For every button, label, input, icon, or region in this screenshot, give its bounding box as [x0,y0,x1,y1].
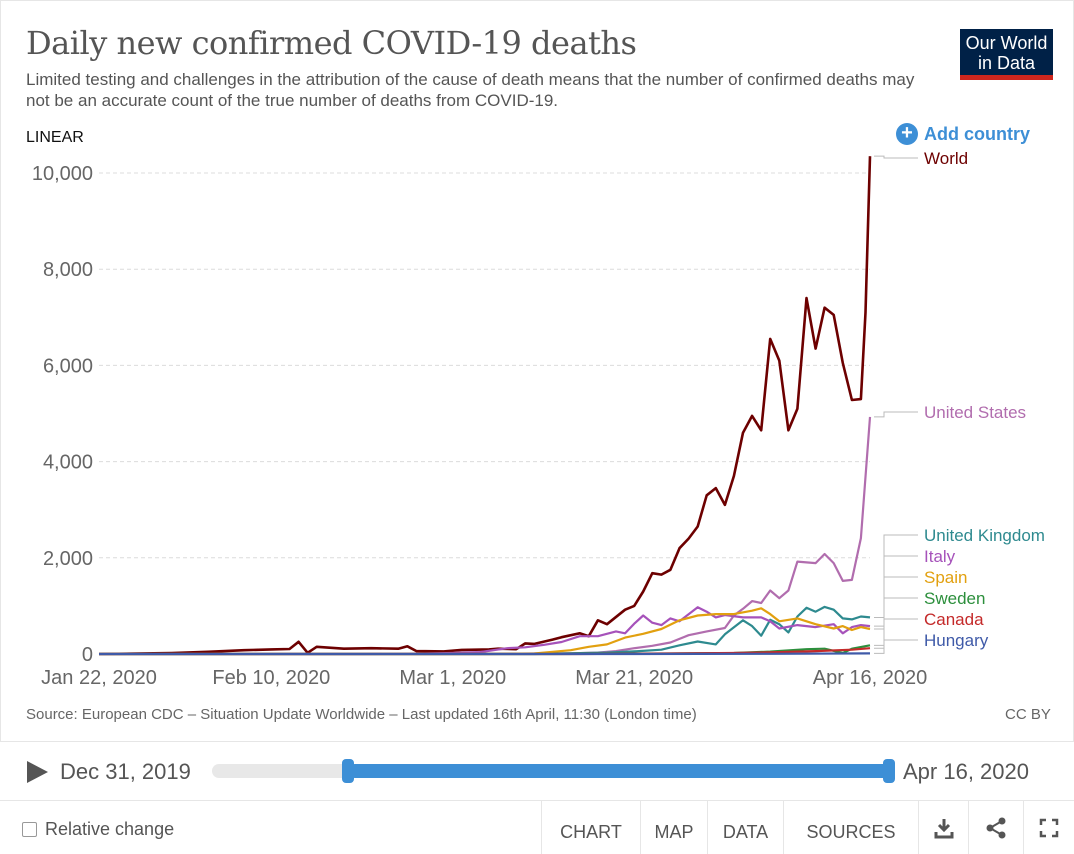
fullscreen-icon [1039,818,1059,837]
series-lines [98,156,872,656]
download-button[interactable] [918,801,968,854]
series-label: Sweden [924,589,985,608]
chart-footer: Relative change CHART MAP DATA SOURCES [0,801,1074,854]
label-connector [874,597,918,646]
x-tick-label: Mar 21, 2020 [575,667,693,689]
tab-sources[interactable]: SOURCES [783,801,918,854]
chart-grid [99,172,870,655]
scale-toggle[interactable]: LINEAR [26,129,84,146]
checkbox-icon [22,822,37,837]
series-labels: World United States United Kingdom Italy Spa… [874,149,1045,654]
timeline-bar: Dec 31, 2019 Apr 16, 2020 [0,741,1074,801]
fullscreen-button[interactable] [1023,801,1074,854]
label-connector [874,411,918,418]
label-connector [874,639,918,654]
tab-map[interactable]: MAP [640,801,707,854]
relative-change-label: Relative change [45,819,175,839]
label-connector [874,618,918,649]
series-label: World [924,149,968,168]
timeline-end-handle[interactable] [883,759,895,783]
chart-title: Daily new confirmed COVID-19 deaths [26,24,637,62]
x-tick-label: Mar 1, 2020 [399,667,506,689]
series-label: Spain [924,568,967,587]
license-link[interactable]: CC BY [1005,706,1051,723]
label-connector [874,155,918,159]
line-chart: 0 2,000 4,000 6,000 8,000 10,000 Jan 22, 2020… [32,149,1045,689]
y-tick-label: 8,000 [43,259,93,281]
share-icon [986,817,1006,838]
logo-accent-bar [960,75,1053,80]
x-tick-label: Jan 22, 2020 [41,667,157,689]
series-label: Italy [924,547,956,566]
series-line-united-kingdom [99,605,871,656]
series-line-world [98,156,872,656]
logo-line-2: in Data [977,53,1036,73]
series-line-spain [99,607,871,656]
tab-data[interactable]: DATA [707,801,783,854]
timeline-end-label: Apr 16, 2020 [903,759,1029,784]
y-tick-label: 6,000 [43,355,93,377]
download-icon [934,818,953,838]
plus-icon: + [896,123,918,145]
series-label: Hungary [924,631,989,650]
logo-line-1: Our World [965,33,1048,53]
y-tick-label: 0 [82,644,93,666]
tab-chart[interactable]: CHART [541,801,640,854]
chart-subtitle: Limited testing and challenges in the at… [26,70,915,110]
series-label: United Kingdom [924,526,1045,545]
add-country-button[interactable]: + Add country [896,123,1030,145]
timeline-selected-range[interactable] [347,764,891,778]
timeline-start-label: Dec 31, 2019 [60,759,191,784]
relative-change-toggle[interactable]: Relative change [22,819,174,840]
source-note: Source: European CDC – Situation Update … [26,706,697,723]
y-tick-label: 4,000 [43,452,93,474]
x-tick-label: Feb 10, 2020 [212,667,330,689]
owid-logo[interactable]: Our World in Data [960,29,1053,80]
series-line-hungary [99,652,871,656]
timeline-start-handle[interactable] [341,759,354,783]
add-country-label: Add country [924,123,1030,144]
y-axis: 0 2,000 4,000 6,000 8,000 10,000 [32,163,93,666]
y-tick-label: 10,000 [32,163,93,185]
series-label: Canada [924,610,984,629]
series-label: United States [924,403,1026,422]
share-button[interactable] [968,801,1023,854]
x-tick-label: Apr 16, 2020 [813,667,928,689]
play-icon[interactable] [27,761,48,783]
label-connector [874,534,918,618]
label-connector [874,576,918,630]
x-axis: Jan 22, 2020 Feb 10, 2020 Mar 1, 2020 Mar 2… [41,667,927,689]
label-connector [874,555,918,627]
y-tick-label: 2,000 [43,548,93,570]
series-line-italy [99,606,871,656]
